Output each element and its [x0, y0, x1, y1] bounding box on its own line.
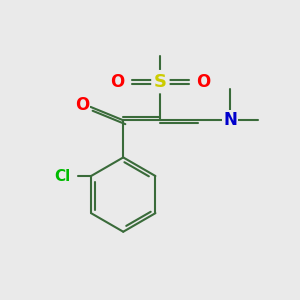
Text: O: O: [75, 96, 89, 114]
Text: Cl: Cl: [54, 169, 70, 184]
Text: O: O: [196, 73, 210, 91]
Text: N: N: [223, 111, 237, 129]
Text: O: O: [110, 73, 125, 91]
Text: S: S: [154, 73, 167, 91]
